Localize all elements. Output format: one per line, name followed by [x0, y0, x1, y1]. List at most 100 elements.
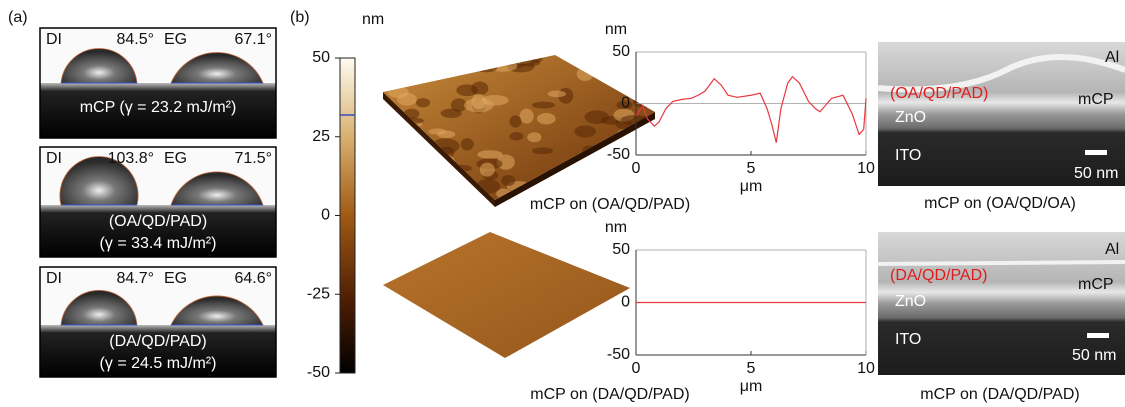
afm-bump [456, 84, 477, 96]
afm-bump [630, 65, 648, 72]
caption: (DA/QD/PAD) [109, 333, 206, 350]
colorbar-label: 50 [312, 49, 330, 66]
caption: mCP (γ = 23.2 mJ/m²) [80, 99, 237, 116]
y-tick-label: 50 [612, 241, 630, 258]
tem-label: ITO [895, 147, 921, 164]
contact-angle: 84.7° [116, 270, 154, 287]
scale-bar [1087, 333, 1109, 338]
tem-label: ITO [895, 331, 921, 348]
x-axis-label: μm [740, 178, 763, 195]
afm-surface [383, 232, 630, 358]
tem-label: mCP [1078, 91, 1114, 108]
liquid-label: EG [164, 31, 187, 48]
tem-label: Al [1105, 49, 1119, 66]
afm-bump [375, 126, 402, 140]
tem-label: ZnO [895, 109, 926, 126]
caption: (γ = 33.4 mJ/m²) [100, 235, 217, 252]
afm-bump [520, 59, 540, 67]
caption: mCP on (DA/QD/PAD) [530, 386, 689, 403]
x-tick-label: 10 [857, 360, 875, 377]
y-tick-label: -50 [607, 146, 630, 163]
contact-angle: 64.6° [234, 270, 272, 287]
liquid-label: EG [164, 270, 187, 287]
y-tick-label: -50 [607, 346, 630, 363]
afm-bump [567, 53, 583, 60]
afm-bump [388, 87, 409, 98]
liquid-label: DI [46, 270, 62, 287]
afm-bump [527, 132, 541, 142]
scale-bar [1085, 150, 1107, 155]
afm-bump [476, 64, 497, 72]
caption: mCP on (OA/QD/PAD) [530, 196, 690, 213]
caption: mCP on (DA/QD/PAD) [920, 386, 1079, 403]
panel-label: (a) [8, 9, 28, 26]
afm-bump [501, 175, 515, 186]
caption: mCP on (OA/QD/OA) [924, 195, 1076, 212]
afm-bump [577, 67, 594, 81]
afm-bump [532, 102, 555, 109]
x-axis-label: μm [740, 378, 763, 395]
afm-bump [520, 109, 534, 124]
afm-bump [482, 95, 509, 106]
afm-bump [403, 166, 431, 175]
panel-label: (b) [290, 9, 310, 26]
afm-bump [398, 60, 413, 69]
caption: (γ = 24.5 mJ/m²) [100, 355, 217, 372]
afm-bump [404, 157, 431, 163]
afm-bump [509, 115, 521, 127]
afm-bump [461, 138, 474, 150]
tem-label: 50 nm [1072, 347, 1116, 364]
x-tick-label: 10 [857, 160, 875, 177]
afm-bump [416, 98, 430, 107]
afm-bump [532, 147, 553, 154]
x-tick-label: 0 [632, 360, 641, 377]
y-axis-label: nm [605, 219, 627, 236]
afm-bump [398, 56, 417, 69]
y-tick-label: 50 [612, 43, 630, 60]
liquid-label: DI [46, 31, 62, 48]
x-tick-label: 5 [747, 360, 756, 377]
afm-bump [397, 68, 416, 83]
afm-bump [574, 125, 595, 137]
afm-bump [450, 48, 470, 61]
afm-surface [383, 55, 655, 200]
figure: (a) (b) Al (OA/QD/PAD) mCP ZnO ITO 50 nm… [0, 0, 1125, 407]
afm-bump [429, 128, 447, 134]
liquid-label: EG [164, 150, 187, 167]
afm-bump [585, 110, 610, 124]
afm-bump [641, 141, 657, 149]
tem-layer [878, 262, 1125, 264]
colorbar-label: -50 [307, 364, 330, 381]
contact-angle: 67.1° [234, 31, 272, 48]
contact-angle: 84.5° [116, 31, 154, 48]
caption: (OA/QD/PAD) [109, 213, 207, 230]
x-tick-label: 5 [747, 160, 756, 177]
colorbar [340, 58, 355, 373]
afm-bump [416, 52, 439, 59]
afm-bump [389, 157, 409, 169]
contact-angle: 103.8° [108, 150, 154, 167]
afm-bump [548, 90, 566, 97]
contact-angle: 71.5° [234, 150, 272, 167]
afm-bump [480, 163, 495, 177]
y-axis-label: nm [605, 21, 627, 38]
y-tick-label: 0 [621, 294, 630, 311]
tem-label: 50 nm [1074, 165, 1118, 182]
colorbar-unit: nm [362, 11, 384, 28]
tem-label: mCP [1078, 276, 1114, 293]
afm-bump [381, 121, 401, 132]
afm-bump [413, 151, 438, 164]
afm-bump [537, 113, 556, 124]
afm-bump [633, 183, 660, 196]
colorbar-label: 25 [312, 128, 330, 145]
liquid-label: DI [46, 150, 62, 167]
afm-bump [408, 152, 431, 168]
colorbar-label: -25 [307, 285, 330, 302]
afm-bump [453, 189, 476, 196]
profile-line [636, 77, 866, 143]
tem-label: Al [1105, 241, 1119, 258]
afm-bump [438, 172, 453, 178]
tem-label: (OA/QD/PAD) [890, 85, 988, 102]
tem-label: (DA/QD/PAD) [890, 267, 987, 284]
afm-bump [416, 54, 445, 70]
